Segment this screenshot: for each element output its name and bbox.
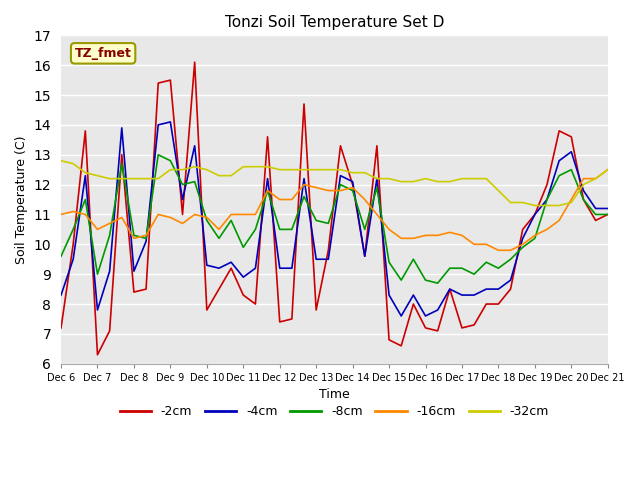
Text: TZ_fmet: TZ_fmet xyxy=(75,47,132,60)
X-axis label: Time: Time xyxy=(319,388,350,401)
Y-axis label: Soil Temperature (C): Soil Temperature (C) xyxy=(15,135,28,264)
Legend: -2cm, -4cm, -8cm, -16cm, -32cm: -2cm, -4cm, -8cm, -16cm, -32cm xyxy=(115,400,554,423)
Title: Tonzi Soil Temperature Set D: Tonzi Soil Temperature Set D xyxy=(225,15,444,30)
